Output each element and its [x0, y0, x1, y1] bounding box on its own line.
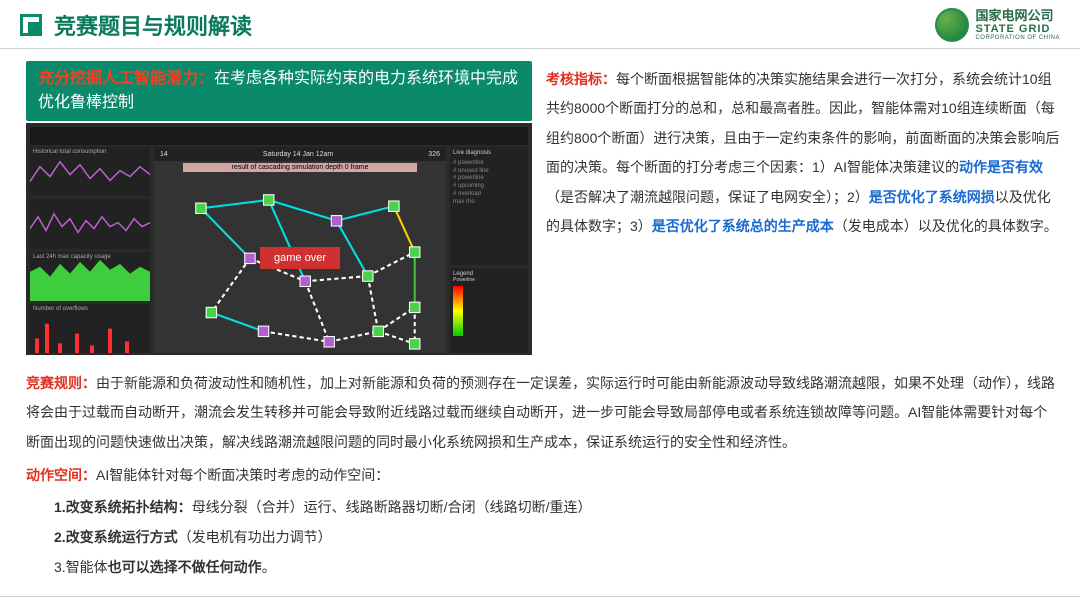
- assess-b3: 是否优化了系统网损: [869, 189, 995, 205]
- rules-label: 竞赛规则：: [26, 375, 96, 391]
- date-right: 326: [428, 151, 440, 158]
- game-over-box: game over: [260, 247, 340, 269]
- a2-rest: （发电机有功出力调节）: [178, 529, 332, 545]
- date-bar: 14 Saturday 14 Jan 12am 326: [154, 147, 446, 161]
- chart-label-4: Number of overflows: [33, 306, 88, 312]
- sim-network: 14 Saturday 14 Jan 12am 326 result of ca…: [154, 147, 446, 353]
- a2-num: 2.: [54, 529, 66, 545]
- chart-label-3: Last 24h max capacity usage: [33, 254, 111, 260]
- subtitle-highlight: 充分挖掘人工智能潜力：: [38, 70, 214, 87]
- top-row: 充分挖掘人工智能潜力：在考虑各种实际约束的电力系统环境中完成优化鲁棒控制 His…: [26, 61, 1060, 355]
- mini-chart-2: [30, 199, 150, 248]
- action-item-3: 3.智能体也可以选择不做任何动作。: [54, 553, 1060, 581]
- title-wrap: 竞赛题目与规则解读: [20, 9, 252, 41]
- bottom-rule: [0, 596, 1080, 597]
- date-center: Saturday 14 Jan 12am: [263, 151, 333, 158]
- logo-en: STATE GRID: [975, 23, 1060, 35]
- page-title: 竞赛题目与规则解读: [54, 9, 252, 41]
- assessment-label: 考核指标：: [546, 71, 616, 87]
- sim-left-charts: Historical total consumption Last 24h ma: [30, 147, 150, 353]
- assess-t2: （是否解决了潮流越限问题，保证了电网安全）；2）: [546, 189, 869, 205]
- chart-label-1: Historical total consumption: [33, 149, 106, 155]
- sim-right-panels: Live diagnosis # powerline# unused line#…: [450, 147, 528, 353]
- simulator-screenshot: Historical total consumption Last 24h ma: [26, 123, 532, 355]
- header: 竞赛题目与规则解读 国家电网公司 STATE GRID CORPORATION …: [0, 0, 1080, 49]
- a3-rest: 。: [262, 559, 276, 575]
- logo-sub: CORPORATION OF CHINA: [975, 35, 1060, 42]
- assess-b5: 是否优化了系统总的生产成本: [652, 218, 834, 234]
- sim-topbar: [30, 127, 528, 145]
- a3-pre: 智能体: [66, 559, 108, 575]
- a1-bold: 改变系统拓扑结构：: [66, 499, 192, 515]
- a1-rest: 母线分裂（合并）运行、线路断路器切断/合闭（线路切断/重连）: [192, 499, 592, 515]
- title-icon: [20, 14, 42, 36]
- action-label: 动作空间：: [26, 467, 96, 483]
- rules-para: 竞赛规则：由于新能源和负荷波动性和随机性，加上对新能源和负荷的预测存在一定误差，…: [26, 369, 1060, 457]
- sim-body: Historical total consumption Last 24h ma: [30, 147, 528, 353]
- logo-icon: [935, 8, 969, 42]
- legend-color-bar: [453, 286, 463, 336]
- a3-num: 3.: [54, 559, 66, 575]
- mini-chart-4: Number of overflows: [30, 304, 150, 353]
- left-block: 充分挖掘人工智能潜力：在考虑各种实际约束的电力系统环境中完成优化鲁棒控制 His…: [26, 61, 532, 355]
- content: 充分挖掘人工智能潜力：在考虑各种实际约束的电力系统环境中完成优化鲁棒控制 His…: [0, 49, 1080, 591]
- assess-b1: 动作是否有效: [959, 159, 1043, 175]
- logo-text: 国家电网公司 STATE GRID CORPORATION OF CHINA: [975, 9, 1060, 42]
- logo-cn: 国家电网公司: [975, 9, 1060, 23]
- action-list: 1.改变系统拓扑结构：母线分裂（合并）运行、线路断路器切断/合闭（线路切断/重连…: [54, 493, 1060, 581]
- legend-sub: Powerline: [453, 277, 525, 283]
- warning-bar: result of cascading simulation depth 0 f…: [183, 163, 417, 172]
- diag-title: Live diagnosis: [453, 150, 525, 158]
- logo-block: 国家电网公司 STATE GRID CORPORATION OF CHINA: [935, 8, 1060, 42]
- diagnosis-panel: Live diagnosis # powerline# unused line#…: [450, 147, 528, 265]
- a2-bold: 改变系统运行方式: [66, 529, 178, 545]
- assessment-block: 考核指标：每个断面根据智能体的决策实施结果会进行一次打分，系统会统计10组共约8…: [546, 61, 1060, 241]
- legend-panel: Legend Powerline: [450, 268, 528, 353]
- a3-bold: 也可以选择不做任何动作: [108, 559, 262, 575]
- mini-chart-1: Historical total consumption: [30, 147, 150, 196]
- action-item-1: 1.改变系统拓扑结构：母线分裂（合并）运行、线路断路器切断/合闭（线路切断/重连…: [54, 493, 1060, 521]
- a1-num: 1.: [54, 499, 66, 515]
- date-left: 14: [160, 151, 168, 158]
- action-space-para: 动作空间：AI智能体针对每个断面决策时考虑的动作空间：: [26, 461, 1060, 490]
- action-intro: AI智能体针对每个断面决策时考虑的动作空间：: [96, 467, 389, 483]
- rules-text: 由于新能源和负荷波动性和随机性，加上对新能源和负荷的预测存在一定误差，实际运行时…: [26, 375, 1055, 450]
- subtitle-bar: 充分挖掘人工智能潜力：在考虑各种实际约束的电力系统环境中完成优化鲁棒控制: [26, 61, 532, 121]
- action-item-2: 2.改变系统运行方式（发电机有功出力调节）: [54, 523, 1060, 551]
- assess-t6: （发电成本）以及优化的具体数字。: [834, 218, 1058, 234]
- lower-text: 竞赛规则：由于新能源和负荷波动性和随机性，加上对新能源和负荷的预测存在一定误差，…: [26, 369, 1060, 581]
- mini-chart-3: Last 24h max capacity usage: [30, 252, 150, 301]
